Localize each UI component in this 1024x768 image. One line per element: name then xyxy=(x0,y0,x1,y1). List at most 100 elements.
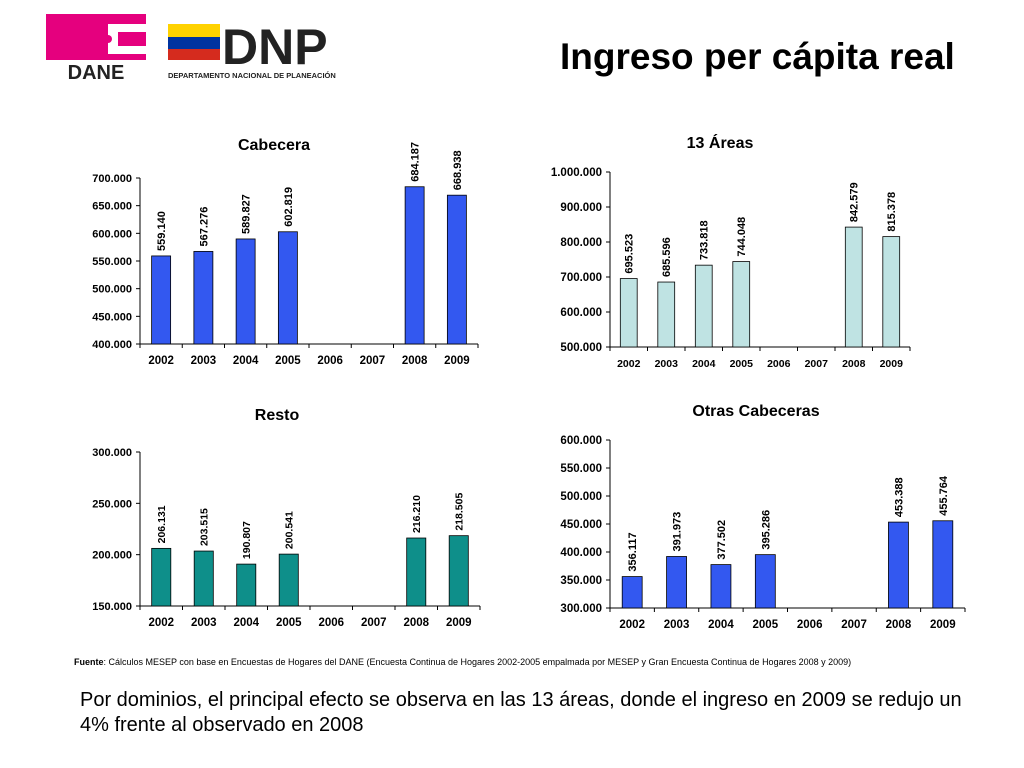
y-tick-label: 600.000 xyxy=(560,307,602,319)
x-tick-label: 2002 xyxy=(148,617,174,629)
x-tick-label: 2003 xyxy=(191,355,217,367)
y-tick-label: 500.000 xyxy=(560,491,602,503)
y-tick-label: 450.000 xyxy=(560,519,602,531)
data-label: 391.973 xyxy=(672,512,684,552)
data-label: 190.807 xyxy=(241,521,253,559)
x-tick-label: 2004 xyxy=(708,619,734,631)
bar xyxy=(666,556,687,609)
data-label: 684.187 xyxy=(410,142,422,182)
header-logos: DANE DNP DEPARTAMENTO NACIONAL DE PLANEA… xyxy=(46,14,366,89)
data-label: 455.764 xyxy=(938,475,950,516)
bar xyxy=(732,261,751,348)
bar xyxy=(888,521,909,609)
data-label: 668.938 xyxy=(452,150,464,190)
x-tick-label: 2002 xyxy=(619,619,645,631)
data-label: 200.541 xyxy=(284,511,296,549)
data-label: 602.819 xyxy=(283,187,295,227)
dane-logo-text: DANE xyxy=(68,62,125,84)
bar xyxy=(882,236,901,348)
x-tick-label: 2005 xyxy=(276,617,302,629)
x-tick-label: 2003 xyxy=(655,358,679,370)
y-tick-label: 150.000 xyxy=(92,601,132,613)
x-tick-label: 2009 xyxy=(930,619,956,631)
data-label: 815.378 xyxy=(886,192,898,232)
bar xyxy=(151,547,172,607)
data-label: 559.140 xyxy=(156,211,168,251)
y-tick-label: 300.000 xyxy=(560,603,602,615)
x-tick-label: 2006 xyxy=(797,619,823,631)
dnp-logo-subtitle: DEPARTAMENTO NACIONAL DE PLANEACIÓN xyxy=(168,71,336,80)
x-tick-label: 2002 xyxy=(617,358,641,370)
bar xyxy=(404,186,425,345)
conclusion-text: Por dominios, el principal efecto se obs… xyxy=(80,689,962,736)
y-tick-label: 250.000 xyxy=(92,498,132,510)
source-label: Fuente xyxy=(74,657,104,667)
chart-cabecera: Cabecera 400.000 450.000 500.000 550.000 600.… xyxy=(92,137,479,367)
page-title: Ingreso per cápita real xyxy=(560,36,955,77)
chart-title: Cabecera xyxy=(238,137,310,154)
bar xyxy=(277,231,298,345)
bar xyxy=(694,264,713,348)
x-tick-label: 2007 xyxy=(361,617,387,629)
x-tick-label: 2005 xyxy=(275,355,301,367)
y-tick-label: 1.000.000 xyxy=(551,167,602,179)
data-label: 218.505 xyxy=(454,493,466,531)
x-tick-label: 2009 xyxy=(880,358,904,370)
y-tick-label: 400.000 xyxy=(560,547,602,559)
y-tick-label: 550.000 xyxy=(560,463,602,475)
y-tick-label: 300.000 xyxy=(92,447,132,459)
bar xyxy=(844,226,863,348)
x-tick-label: 2008 xyxy=(403,617,429,629)
x-tick-label: 2004 xyxy=(233,355,259,367)
x-tick-label: 2007 xyxy=(805,358,829,370)
x-tick-label: 2005 xyxy=(753,619,779,631)
data-label: 744.048 xyxy=(736,217,748,257)
x-tick-label: 2003 xyxy=(664,619,690,631)
y-tick-label: 900.000 xyxy=(560,202,602,214)
chart-title: 13 Áreas xyxy=(687,133,754,152)
source-note: Fuente: Cálculos MESEP con base en Encue… xyxy=(74,657,851,667)
bar xyxy=(235,238,256,345)
data-label: 377.502 xyxy=(716,520,728,560)
bar xyxy=(448,535,469,607)
y-tick-label: 500.000 xyxy=(560,342,602,354)
dane-logo: DANE xyxy=(46,14,146,84)
bar xyxy=(193,550,214,607)
bar xyxy=(621,576,643,609)
data-label: 203.515 xyxy=(199,508,211,546)
chart-13-areas: 13 Áreas 500.000 600.000 700.000 800.000 900.… xyxy=(551,133,911,370)
bar xyxy=(932,520,954,609)
x-tick-label: 2005 xyxy=(730,358,754,370)
y-tick-label: 500.000 xyxy=(92,284,132,296)
y-tick-label: 700.000 xyxy=(560,272,602,284)
y-tick-label: 350.000 xyxy=(560,575,602,587)
dnp-logo-text: DNP xyxy=(222,19,328,75)
data-label: 589.827 xyxy=(241,194,253,234)
x-tick-label: 2007 xyxy=(841,619,867,631)
y-tick-label: 200.000 xyxy=(92,550,132,562)
bar xyxy=(278,553,299,607)
bar xyxy=(754,554,776,609)
bar xyxy=(710,564,732,609)
data-label: 453.388 xyxy=(893,477,905,517)
data-label: 216.210 xyxy=(411,495,423,533)
x-tick-label: 2004 xyxy=(233,617,259,629)
bar xyxy=(193,251,214,345)
data-label: 395.286 xyxy=(760,510,772,550)
y-tick-label: 450.000 xyxy=(92,311,132,323)
bar xyxy=(151,255,172,345)
x-tick-label: 2006 xyxy=(767,358,791,370)
y-tick-label: 650.000 xyxy=(92,201,132,213)
bar xyxy=(406,537,427,607)
x-tick-label: 2009 xyxy=(446,617,472,629)
chart-title: Resto xyxy=(255,407,300,424)
data-label: 567.276 xyxy=(198,207,210,247)
x-tick-label: 2009 xyxy=(444,355,470,367)
y-tick-label: 800.000 xyxy=(560,237,602,249)
chart-resto: Resto 150.000 200.000 250.000 300.000 2002 206… xyxy=(92,407,481,629)
x-tick-label: 2008 xyxy=(402,355,428,367)
x-tick-label: 2008 xyxy=(886,619,912,631)
data-label: 733.818 xyxy=(699,220,711,260)
x-tick-label: 2007 xyxy=(360,355,386,367)
data-label: 356.117 xyxy=(627,532,639,571)
